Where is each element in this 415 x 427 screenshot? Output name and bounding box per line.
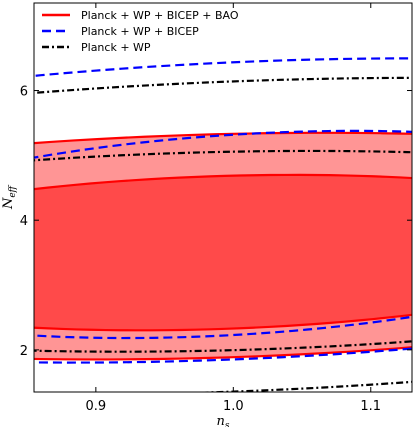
y-tick-label: 4 xyxy=(20,214,28,229)
x-tick-label: 1.1 xyxy=(360,399,381,414)
legend-label-1: Planck + WP + BICEP xyxy=(81,25,199,38)
y-tick-label: 6 xyxy=(20,85,28,100)
contour-68-series-0 xyxy=(34,173,412,332)
x-tick-label: 0.9 xyxy=(86,399,107,414)
legend: Planck + WP + BICEP + BAO Planck + WP + B… xyxy=(42,9,239,54)
axis-ticks: 0.9 1.0 1.1 2 4 6 xyxy=(20,3,412,414)
x-tick-label: 1.0 xyxy=(223,399,244,414)
contour-layer xyxy=(34,57,412,392)
legend-label-0: Planck + WP + BICEP + BAO xyxy=(81,9,239,22)
y-tick-label: 2 xyxy=(20,344,28,359)
plot-frame xyxy=(33,2,413,393)
legend-label-2: Planck + WP xyxy=(81,41,151,54)
y-axis-label: Neff xyxy=(1,184,18,210)
x-axis-label: ns xyxy=(217,414,230,427)
contour-68-series-1 xyxy=(34,129,412,340)
